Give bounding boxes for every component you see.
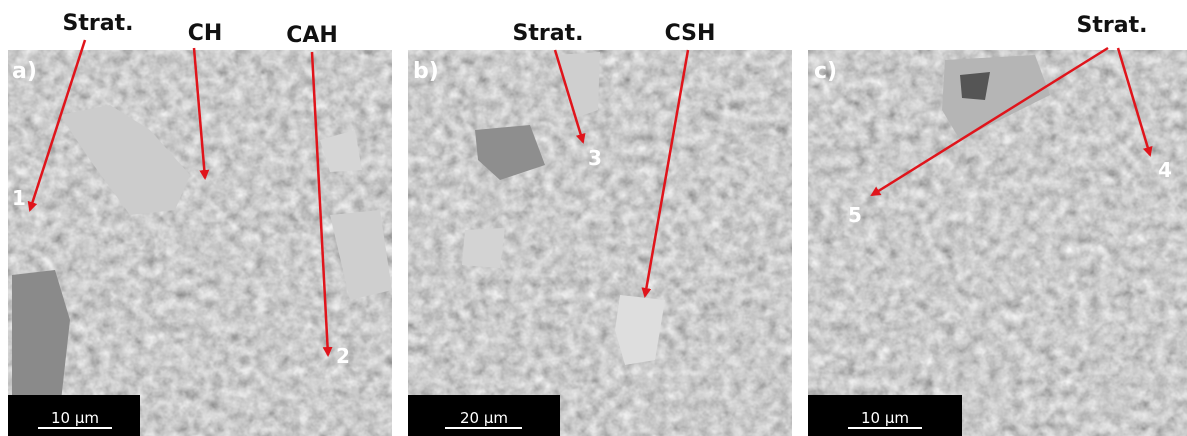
- annotation: Strat.: [513, 21, 584, 46]
- scale-bar-label: 10 µm: [861, 409, 909, 427]
- panel-c: c) 4 5 10 µm Strat.: [808, 13, 1187, 436]
- scale-bar-label: 20 µm: [460, 409, 508, 427]
- point-label: 5: [848, 203, 862, 227]
- annotation: Strat.: [1077, 13, 1148, 38]
- grain: [12, 270, 70, 410]
- figure: a) 1 2 10 µm Strat. CH CAH b) 3 20 µm St…: [0, 0, 1187, 436]
- panel-label: c): [814, 59, 837, 84]
- annotation: Strat.: [63, 11, 134, 36]
- scale-bar-label: 10 µm: [51, 409, 99, 427]
- annotation: CH: [188, 21, 223, 46]
- page: a) 1 2 10 µm Strat. CH CAH b) 3 20 µm St…: [0, 0, 1187, 436]
- grain: [960, 72, 990, 100]
- annotation: CSH: [665, 21, 716, 46]
- annotation: CAH: [286, 23, 338, 48]
- grain: [462, 228, 505, 268]
- point-label: 1: [12, 186, 26, 210]
- panel-label: a): [12, 59, 37, 84]
- panel-label: b): [413, 59, 439, 84]
- panel-a: a) 1 2 10 µm Strat. CH CAH: [8, 11, 392, 436]
- point-label: 4: [1158, 158, 1172, 182]
- point-label: 2: [336, 344, 350, 368]
- panel-b: b) 3 20 µm Strat. CSH: [408, 21, 792, 436]
- point-label: 3: [588, 146, 602, 170]
